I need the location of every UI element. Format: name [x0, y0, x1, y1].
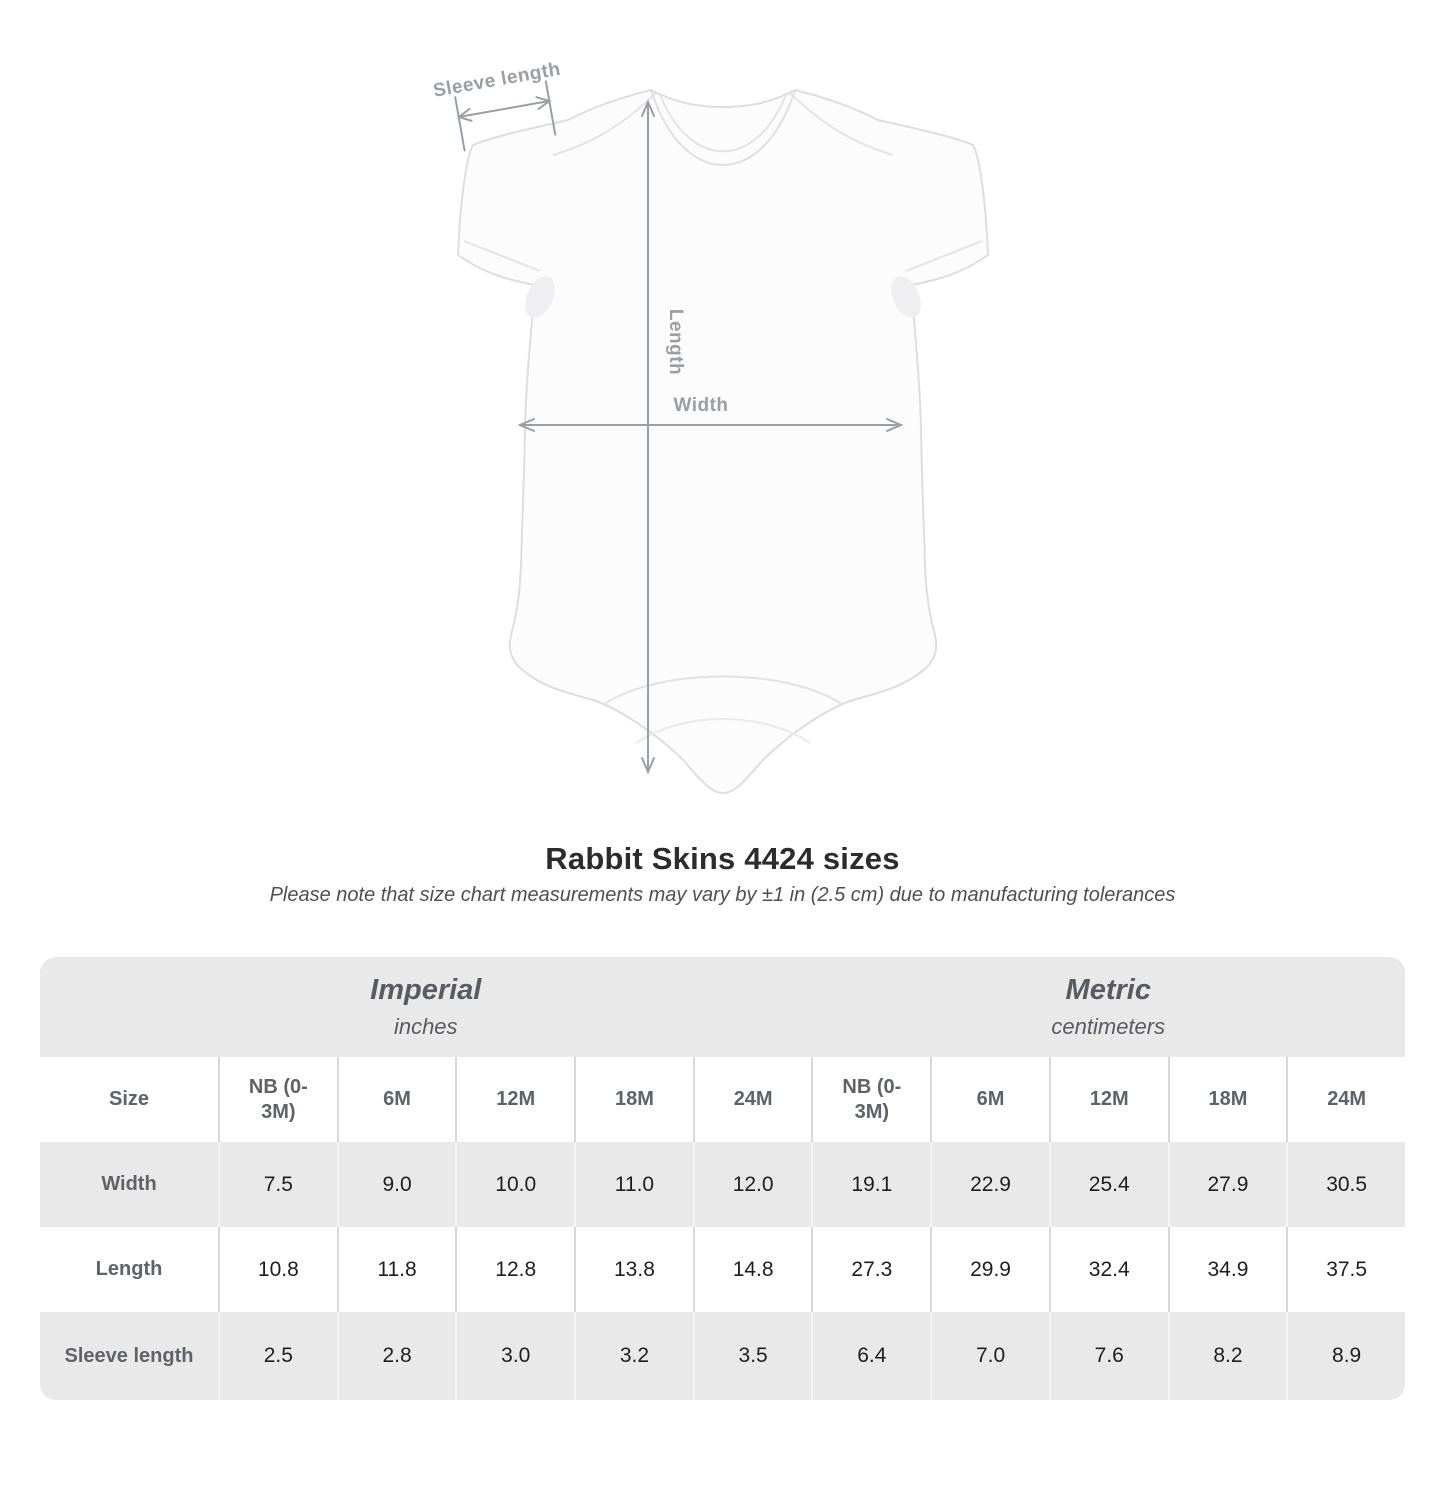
value-cell: 19.1 [811, 1142, 930, 1227]
size-header-label: Size [108, 1088, 150, 1110]
title-block: Rabbit Skins 4424 sizes Please note that… [0, 841, 1445, 907]
right-shoulder-seam [788, 92, 893, 156]
value-cell: 30.5 [1286, 1142, 1405, 1227]
length-label: Length [665, 309, 686, 375]
flap-binding-outer [601, 675, 844, 706]
value-cell: 12.8 [455, 1227, 574, 1312]
value-cell: 13.8 [574, 1227, 693, 1312]
width-arrowhead-left [516, 418, 535, 432]
value-cell: 34.9 [1167, 1227, 1287, 1312]
row-label: Length [95, 1258, 163, 1280]
width-label: Width [673, 395, 728, 416]
value-cell: 7.6 [1048, 1312, 1168, 1400]
sleeve-length-ext-tick-left [453, 96, 466, 152]
value-cell: 10.0 [455, 1142, 574, 1227]
value-cell: 11.8 [336, 1227, 456, 1312]
length-row: Length 10.8 11.8 12.8 13.8 14.8 27.3 29.… [40, 1227, 1405, 1312]
size-col-metric-6m: 6M [930, 1057, 1049, 1142]
length-arrowhead-bottom [640, 757, 655, 775]
size-table: Imperial inches Metric centimeters Size … [40, 957, 1405, 1400]
sleeve-length-arrow [457, 100, 550, 118]
size-chart-page: Sleeve length Length Width Rabbit Skins … [0, 45, 1445, 1400]
metric-unit: centimeters [1051, 1014, 1166, 1039]
bodysuit-outline [456, 89, 989, 794]
size-col-metric-nb: NB (0-3M) [811, 1057, 930, 1142]
value-cell: 27.9 [1167, 1142, 1287, 1227]
sleeve-length-ext-tick-right [544, 80, 556, 136]
right-sleeve-hem [905, 240, 982, 272]
value-cell: 3.0 [455, 1312, 574, 1400]
value-cell: 7.5 [218, 1142, 337, 1227]
value-cell: 8.2 [1167, 1312, 1287, 1400]
imperial-unit: inches [393, 1014, 458, 1039]
imperial-label: Imperial [370, 974, 482, 1006]
value-cell: 2.8 [336, 1312, 456, 1400]
value-cell: 29.9 [930, 1227, 1049, 1312]
value-cell: 32.4 [1048, 1227, 1168, 1312]
imperial-header: Imperial inches [40, 974, 812, 1040]
unit-header-row: Imperial inches Metric centimeters [40, 957, 1405, 1057]
value-cell: 3.2 [574, 1312, 693, 1400]
value-cell: 10.8 [218, 1227, 337, 1312]
row-label: Sleeve length [64, 1344, 194, 1367]
size-col-metric-12m: 12M [1048, 1057, 1168, 1142]
neckband-outer [649, 89, 796, 166]
value-cell: 25.4 [1048, 1142, 1168, 1227]
size-col-imperial-24m: 24M [692, 1057, 812, 1142]
value-cell: 8.9 [1286, 1312, 1405, 1400]
size-header-row: Size NB (0-3M) 6M 12M 18M 24M NB (0-3M) … [40, 1057, 1405, 1142]
sleeve-length-arrowhead-left [455, 107, 473, 122]
sleeve-length-arrowhead-right [534, 96, 552, 111]
value-cell: 27.3 [811, 1227, 930, 1312]
sleeve-length-label: Sleeve length [431, 59, 562, 102]
length-annotation: Length [640, 99, 686, 775]
width-row: Width 7.5 9.0 10.0 11.0 12.0 19.1 22.9 2… [40, 1142, 1405, 1227]
value-cell: 7.0 [930, 1312, 1049, 1400]
neckband-inner [658, 94, 787, 153]
value-cell: 22.9 [930, 1142, 1049, 1227]
value-cell: 2.5 [218, 1312, 337, 1400]
size-col-metric-18m: 18M [1167, 1057, 1287, 1142]
value-cell: 3.5 [692, 1312, 812, 1400]
size-col-imperial-6m: 6M [336, 1057, 456, 1142]
value-cell: 12.0 [692, 1142, 812, 1227]
metric-label: Metric [1065, 974, 1151, 1006]
row-label: Width [101, 1173, 157, 1195]
page-title: Rabbit Skins 4424 sizes [545, 841, 900, 876]
width-arrowhead-right [885, 418, 904, 432]
width-annotation: Width [516, 395, 904, 432]
bodysuit-illustration: Sleeve length Length Width [431, 59, 989, 794]
tolerance-note: Please note that size chart measurements… [269, 884, 1176, 906]
right-armpit-shadow [890, 276, 921, 318]
flap-binding-inner [634, 718, 811, 744]
value-cell: 37.5 [1286, 1227, 1405, 1312]
size-col-metric-24m: 24M [1286, 1057, 1405, 1142]
size-col-imperial-12m: 12M [455, 1057, 574, 1142]
size-col-imperial-nb: NB (0-3M) [218, 1057, 337, 1142]
left-sleeve-hem [463, 240, 540, 272]
metric-header: Metric centimeters [812, 974, 1406, 1040]
value-cell: 9.0 [336, 1142, 456, 1227]
value-cell: 11.0 [574, 1142, 693, 1227]
left-armpit-shadow [524, 276, 555, 318]
value-cell: 6.4 [811, 1312, 930, 1400]
sleeve-length-row: Sleeve length 2.5 2.8 3.0 3.2 3.5 6.4 7.… [40, 1312, 1405, 1400]
size-col-imperial-18m: 18M [574, 1057, 693, 1142]
length-arrowhead-top [640, 99, 655, 117]
bodysuit-measurement-diagram: Sleeve length Length Width [398, 45, 1048, 815]
value-cell: 14.8 [692, 1227, 812, 1312]
left-shoulder-seam [552, 92, 657, 156]
